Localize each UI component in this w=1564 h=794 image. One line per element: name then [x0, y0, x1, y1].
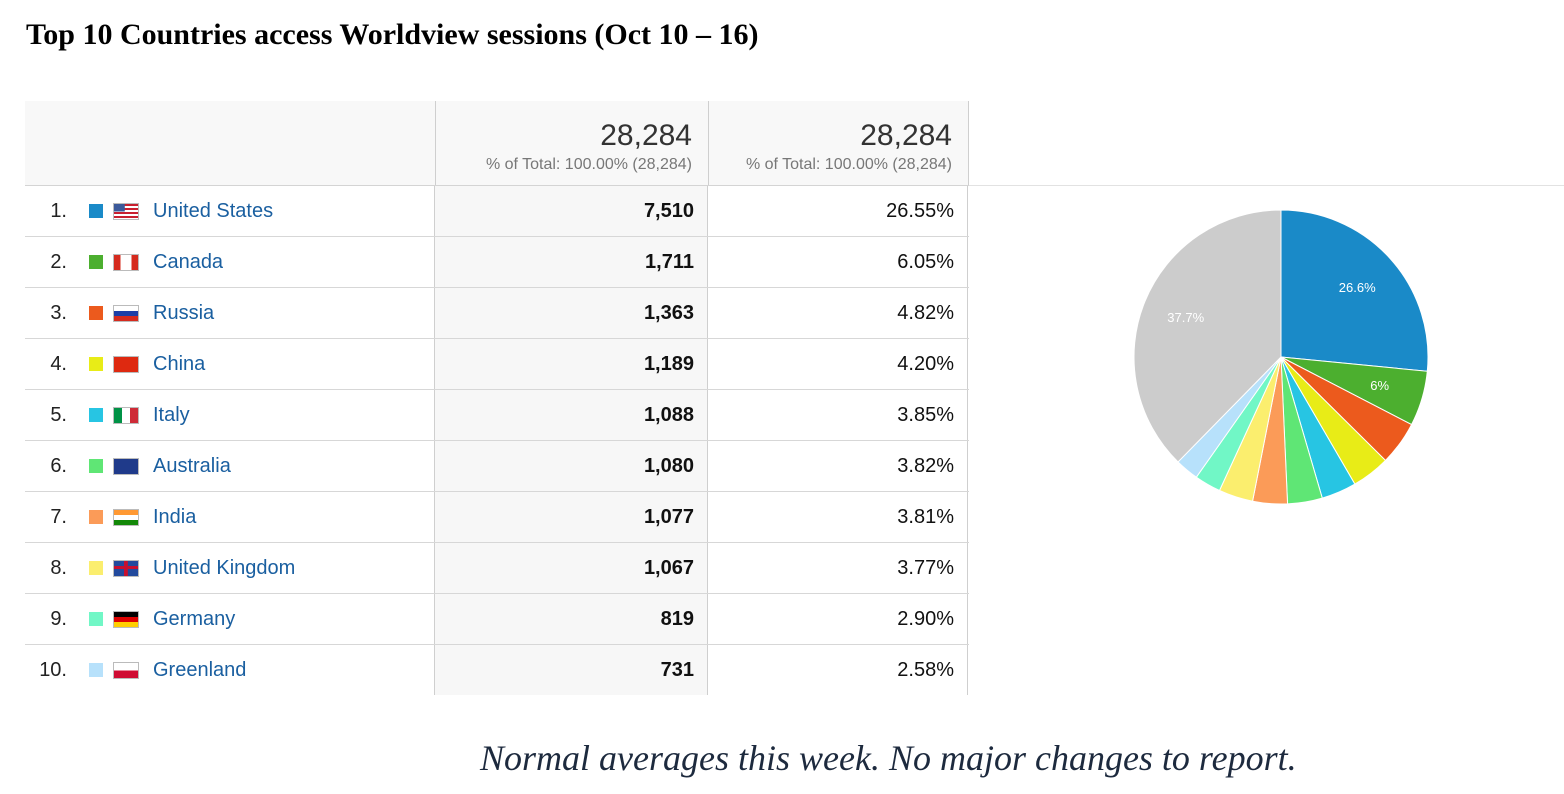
country-cell: 1. United States — [25, 186, 435, 236]
table-row: 4. China 1,189 4.20% — [25, 339, 969, 390]
rank-number: 10. — [39, 658, 67, 681]
table-row: 10. Greenland 731 2.58% — [25, 645, 969, 695]
country-cell: 10. Greenland — [25, 645, 435, 695]
country-cell: 2. Canada — [25, 237, 435, 287]
sessions-cell: 1,711 — [435, 237, 708, 287]
country-link[interactable]: Russia — [153, 301, 215, 324]
country-cell: 9. Germany — [25, 594, 435, 644]
table-row: 8. United Kingdom 1,067 3.77% — [25, 543, 969, 594]
sessions-column-header: 28,284 % of Total: 100.00% (28,284) — [436, 101, 709, 185]
table-row: 7. India 1,077 3.81% — [25, 492, 969, 543]
canada-flag-icon — [113, 253, 139, 271]
table-header: 28,284 % of Total: 100.00% (28,284) 28,2… — [25, 101, 969, 186]
sessions-cell: 1,189 — [435, 339, 708, 389]
country-cell: 8. United Kingdom — [25, 543, 435, 593]
legend-swatch — [89, 510, 103, 524]
germany-flag-icon — [113, 610, 139, 628]
country-link[interactable]: Greenland — [153, 658, 247, 681]
legend-swatch — [89, 357, 103, 371]
sessions-pie-chart: 26.6% 6% 37.7% — [1133, 209, 1429, 505]
legend-swatch — [89, 459, 103, 473]
table-row: 5. Italy 1,088 3.85% — [25, 390, 969, 441]
rank-number: 3. — [50, 301, 67, 324]
rank-number: 5. — [50, 403, 67, 426]
sessions-total: 28,284 — [600, 118, 692, 152]
pie-slice-label: 26.6% — [1339, 280, 1376, 295]
sessions-cell: 1,067 — [435, 543, 708, 593]
us-flag-icon — [113, 202, 139, 220]
table-row: 6. Australia 1,080 3.82% — [25, 441, 969, 492]
percent-column-header: 28,284 % of Total: 100.00% (28,284) — [709, 101, 969, 185]
country-cell: 7. India — [25, 492, 435, 542]
percent-cell: 3.82% — [708, 441, 968, 491]
sessions-total-sub: % of Total: 100.00% (28,284) — [485, 155, 692, 173]
percent-cell: 3.81% — [708, 492, 968, 542]
country-link[interactable]: United States — [153, 199, 274, 222]
footer-note: Normal averages this week. No major chan… — [480, 738, 1297, 778]
pie-slice-label: 37.7% — [1167, 310, 1204, 325]
country-cell: 3. Russia — [25, 288, 435, 338]
percent-cell: 6.05% — [708, 237, 968, 287]
table-row: 1. United States 7,510 26.55% — [25, 186, 969, 237]
table-row: 2. Canada 1,711 6.05% — [25, 237, 969, 288]
header-divider-line — [969, 185, 1564, 186]
sessions-cell: 7,510 — [435, 186, 708, 236]
country-cell: 5. Italy — [25, 390, 435, 440]
percent-total: 28,284 — [860, 118, 952, 152]
rank-number: 9. — [50, 607, 67, 630]
percent-cell: 4.82% — [708, 288, 968, 338]
country-link[interactable]: China — [153, 352, 206, 375]
legend-swatch — [89, 255, 103, 269]
countries-table: 28,284 % of Total: 100.00% (28,284) 28,2… — [25, 101, 1564, 695]
rank-number: 6. — [50, 454, 67, 477]
percent-cell: 3.85% — [708, 390, 968, 440]
report-title: Top 10 Countries access Worldview sessio… — [26, 18, 759, 51]
italy-flag-icon — [113, 406, 139, 424]
country-cell: 4. China — [25, 339, 435, 389]
legend-swatch — [89, 408, 103, 422]
percent-cell: 2.90% — [708, 594, 968, 644]
sessions-cell: 1,077 — [435, 492, 708, 542]
percent-cell: 26.55% — [708, 186, 968, 236]
sessions-cell: 1,080 — [435, 441, 708, 491]
country-cell: 6. Australia — [25, 441, 435, 491]
country-link[interactable]: Canada — [153, 250, 224, 273]
india-flag-icon — [113, 508, 139, 526]
legend-swatch — [89, 663, 103, 677]
legend-swatch — [89, 204, 103, 218]
china-flag-icon — [113, 355, 139, 373]
country-link[interactable]: India — [153, 505, 197, 528]
pie-slice[interactable] — [1280, 209, 1429, 372]
country-link[interactable]: Australia — [153, 454, 231, 477]
country-link[interactable]: Germany — [153, 607, 236, 630]
percent-total-sub: % of Total: 100.00% (28,284) — [745, 155, 952, 173]
percent-cell: 2.58% — [708, 645, 968, 695]
rank-number: 1. — [50, 199, 67, 222]
uk-flag-icon — [113, 559, 139, 577]
greenland-flag-icon — [113, 661, 139, 679]
table-body: 1. United States 7,510 26.55% 2. Canada 1,711 6… — [25, 186, 969, 695]
legend-swatch — [89, 612, 103, 626]
table-row: 3. Russia 1,363 4.82% — [25, 288, 969, 339]
table-row: 9. Germany 819 2.90% — [25, 594, 969, 645]
rank-number: 2. — [50, 250, 67, 273]
country-link[interactable]: United Kingdom — [153, 556, 296, 579]
percent-cell: 3.77% — [708, 543, 968, 593]
country-link[interactable]: Italy — [153, 403, 190, 426]
legend-swatch — [89, 306, 103, 320]
sessions-cell: 1,363 — [435, 288, 708, 338]
australia-flag-icon — [113, 457, 139, 475]
percent-cell: 4.20% — [708, 339, 968, 389]
sessions-cell: 819 — [435, 594, 708, 644]
rank-number: 7. — [50, 505, 67, 528]
pie-slice[interactable] — [1133, 209, 1282, 463]
rank-number: 8. — [50, 556, 67, 579]
pie-slice-label: 6% — [1370, 378, 1389, 393]
russia-flag-icon — [113, 304, 139, 322]
rank-number: 4. — [50, 352, 67, 375]
sessions-cell: 1,088 — [435, 390, 708, 440]
legend-swatch — [89, 561, 103, 575]
country-column-header — [25, 101, 436, 185]
sessions-cell: 731 — [435, 645, 708, 695]
